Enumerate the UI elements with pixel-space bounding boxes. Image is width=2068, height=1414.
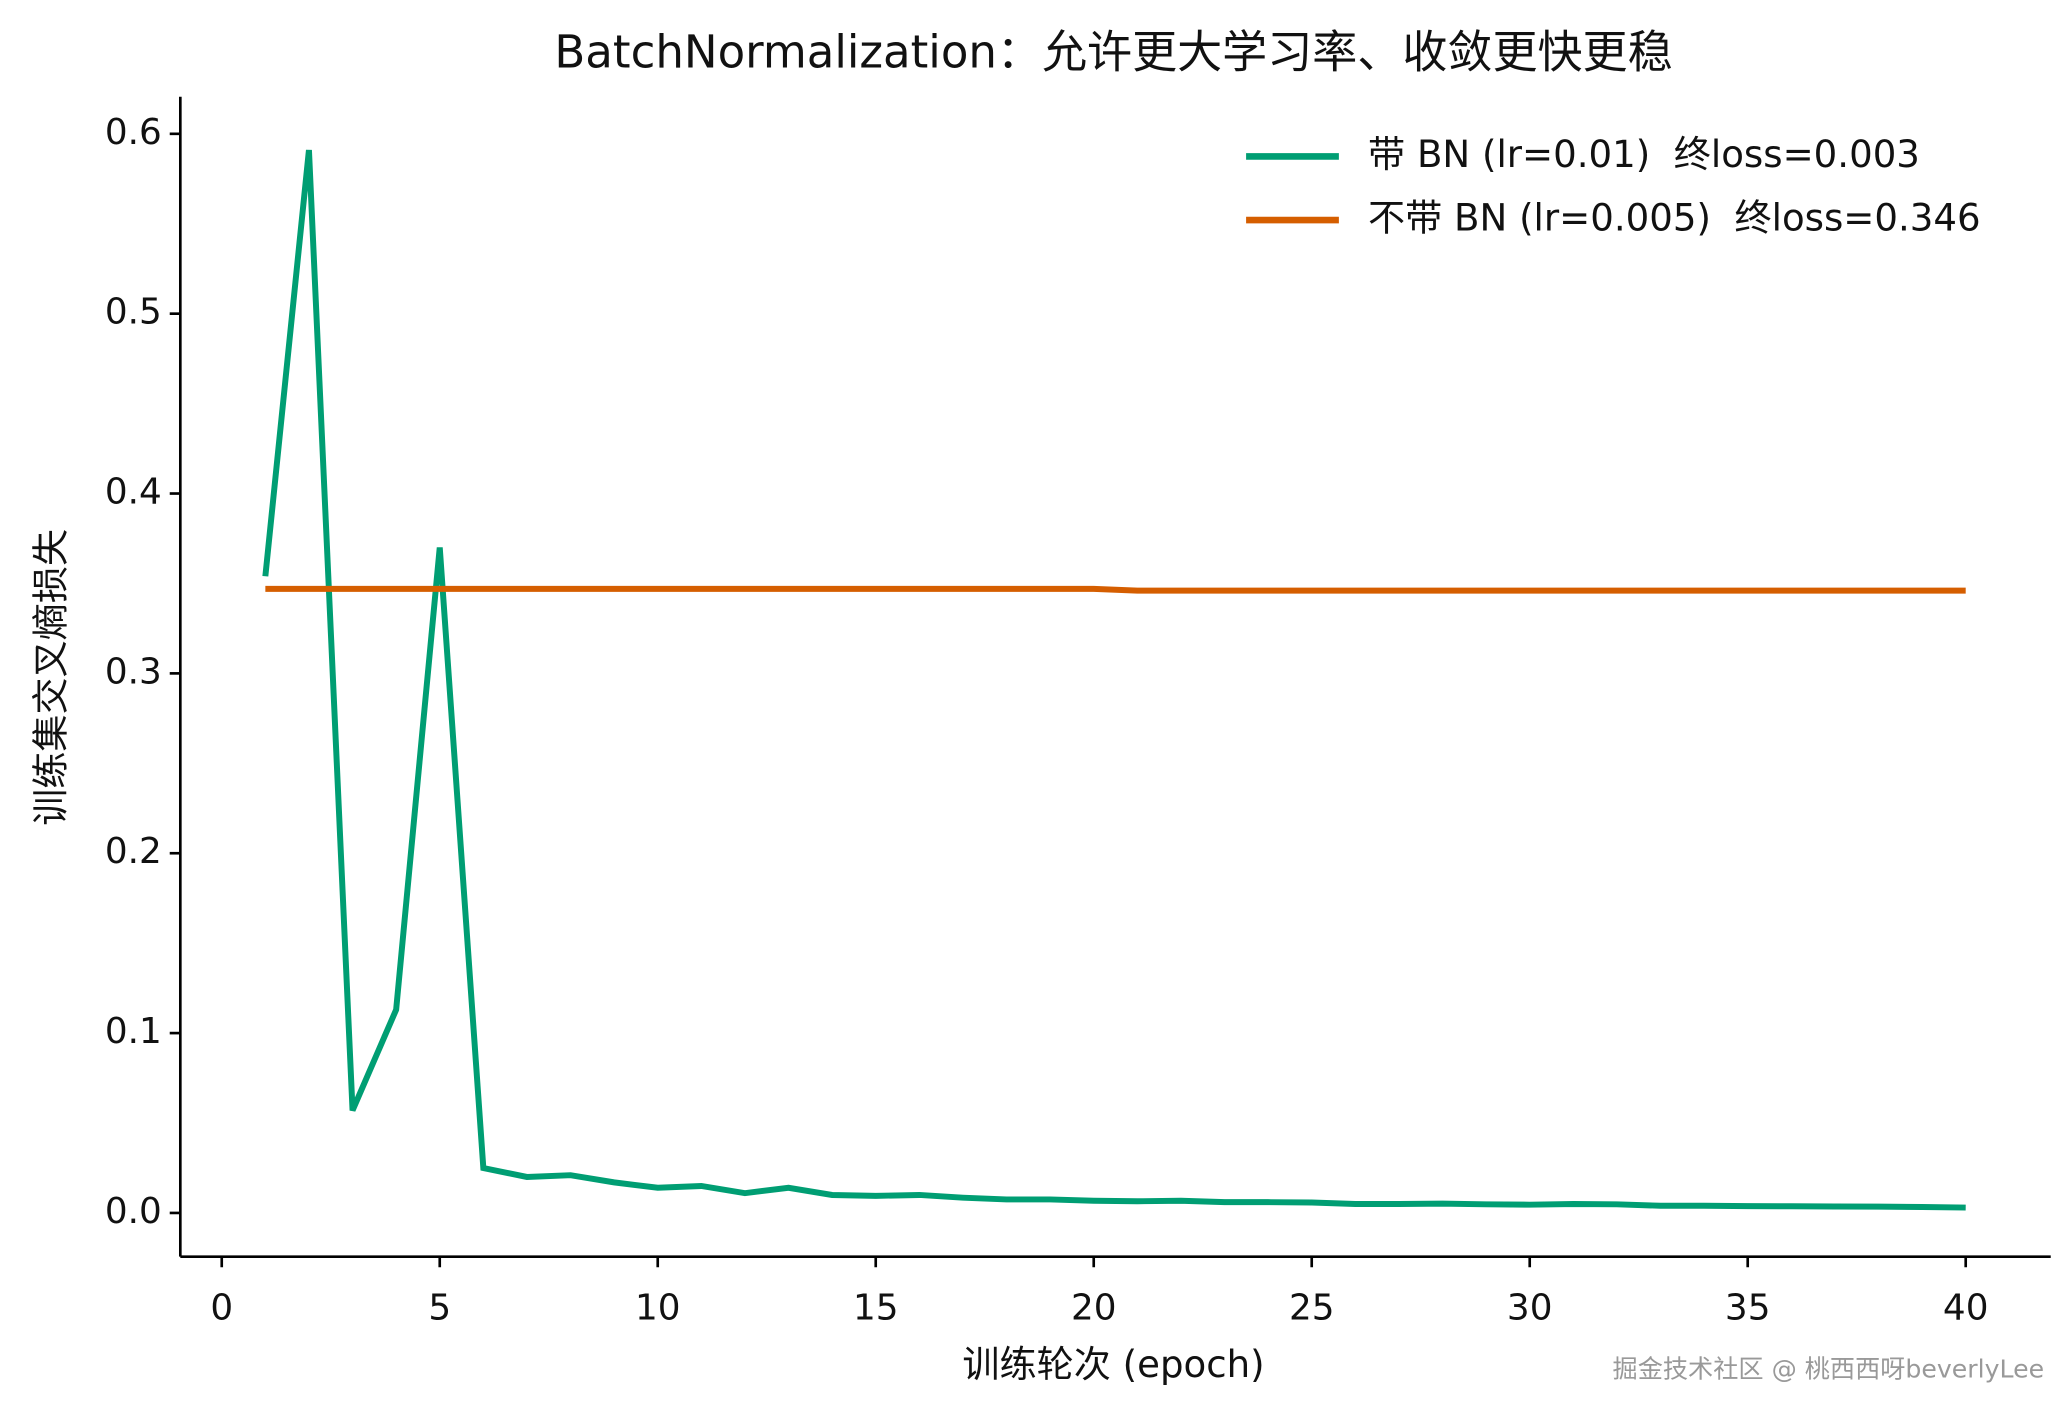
y-tick-label: 0.6 [105, 112, 162, 153]
chart-title: BatchNormalization：允许更大学习率、收敛更快更稳 [554, 26, 1672, 79]
x-tick-label: 40 [1943, 1288, 1989, 1329]
series-line [262, 149, 1966, 1211]
y-tick-label: 0.0 [105, 1191, 162, 1232]
x-tick-label: 20 [1071, 1288, 1117, 1329]
series-line [265, 585, 1966, 594]
y-tick-label: 0.4 [105, 472, 162, 513]
x-tick-label: 30 [1507, 1288, 1553, 1329]
legend-label: 带 BN (lr=0.01) 终loss=0.003 [1368, 133, 1920, 176]
y-tick-label: 0.5 [105, 292, 162, 333]
x-tick-label: 10 [635, 1288, 681, 1329]
y-tick-label: 0.1 [105, 1011, 162, 1052]
x-tick-label: 25 [1289, 1288, 1335, 1329]
y-axis-label: 训练集交叉熵损失 [30, 529, 73, 826]
legend-label: 不带 BN (lr=0.005) 终loss=0.346 [1368, 197, 1981, 240]
x-tick-label: 15 [853, 1288, 899, 1329]
x-axis-label: 训练轮次 (epoch) [962, 1343, 1264, 1386]
x-tick-label: 0 [210, 1288, 233, 1329]
y-tick-label: 0.3 [105, 651, 162, 692]
x-tick-label: 35 [1725, 1288, 1771, 1329]
x-tick-label: 5 [428, 1288, 451, 1329]
y-tick-label: 0.2 [105, 831, 162, 872]
watermark: 掘金技术社区 @ 桃西西呀beverlyLee [1613, 1355, 2045, 1384]
